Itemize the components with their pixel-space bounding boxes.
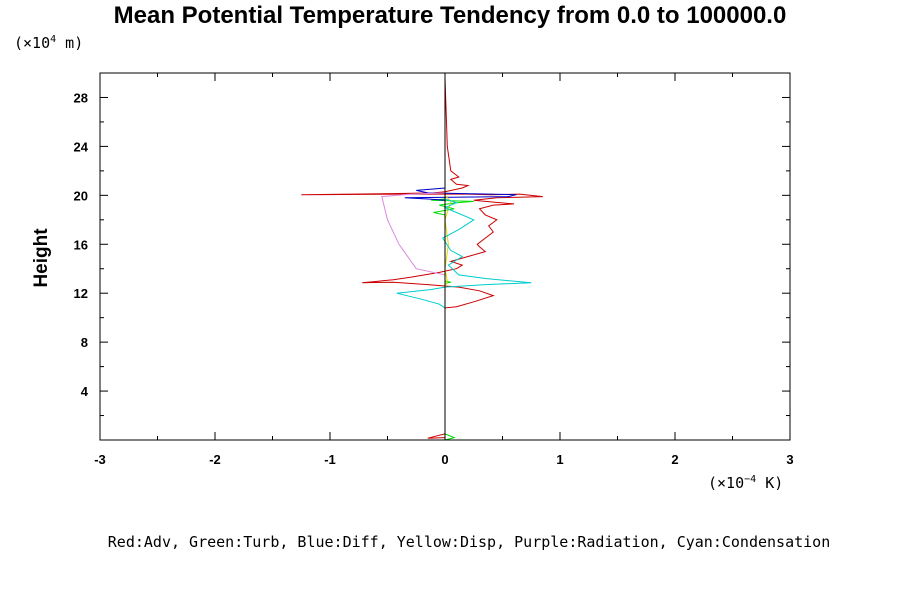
series-line-adv: [301, 73, 543, 439]
chart-title: Mean Potential Temperature Tendency from…: [113, 2, 787, 29]
y-tick-label: 12: [74, 286, 88, 301]
x-tick-label: -3: [94, 452, 106, 467]
series-line-disp: [444, 73, 452, 440]
y-tick-label: 28: [74, 90, 88, 105]
y-tick-label: 24: [74, 139, 89, 154]
series-line-condensation: [396, 73, 532, 440]
x-tick-label: -1: [324, 452, 336, 467]
x-axis-unit: (×10−4 K): [708, 474, 784, 492]
series-layer: [301, 73, 543, 441]
y-tick-label: 8: [81, 335, 88, 350]
y-tick-label: 4: [81, 384, 89, 399]
y-axis-unit: (×104 m): [14, 34, 84, 52]
x-tick-label: 2: [671, 452, 678, 467]
x-tick-label: 3: [786, 452, 793, 467]
y-tick-label: 20: [74, 188, 88, 203]
x-tick-label: 0: [441, 452, 448, 467]
x-tick-label: 1: [556, 452, 563, 467]
series-line-radiation: [381, 73, 446, 440]
legend-text: Red:Adv, Green:Turb, Blue:Diff, Yellow:D…: [107, 533, 831, 551]
series-line-diff: [404, 73, 517, 440]
x-tick-label: -2: [209, 452, 221, 467]
y-tick-label: 16: [74, 237, 88, 252]
